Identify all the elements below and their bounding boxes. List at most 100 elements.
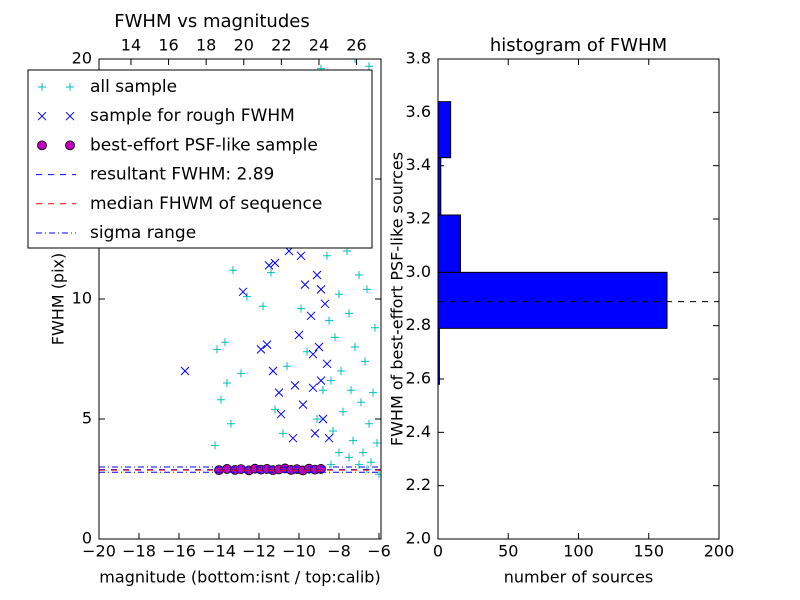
x-tick-label: −8	[327, 542, 351, 561]
legend-label: sigma range	[90, 223, 196, 243]
plus-marker	[303, 347, 311, 356]
circle-marker	[65, 140, 75, 151]
plus-marker	[211, 441, 219, 450]
x-marker	[308, 383, 318, 393]
plus-marker	[351, 59, 359, 63]
y-tick-label: 2.2	[406, 475, 431, 494]
x-marker	[288, 433, 298, 443]
y-tick-label: 20	[72, 49, 92, 68]
x-marker	[296, 251, 306, 261]
x-axis-label: magnitude (bottom:isnt / top:calib)	[99, 568, 380, 587]
plus-marker	[345, 453, 353, 462]
plus-marker	[339, 407, 347, 416]
chart-title: FWHM vs magnitudes	[114, 11, 309, 32]
plus-marker	[357, 398, 365, 407]
histogram-bar	[437, 214, 461, 273]
plus-marker	[267, 268, 275, 277]
y-tick-label: 0	[82, 529, 92, 548]
x-marker	[314, 342, 324, 352]
plot-frame	[437, 58, 720, 540]
plus-marker	[327, 460, 335, 469]
x-tick-label: −20	[82, 542, 116, 561]
x2-tick-label: 22	[271, 36, 291, 55]
plus-marker	[369, 388, 377, 397]
plus-marker	[361, 357, 369, 366]
x-tick-label: −6	[367, 542, 391, 561]
y-tick-label: 3.4	[406, 155, 431, 174]
y-tick-label: 2.8	[406, 315, 431, 334]
x-tick-label: −14	[202, 542, 236, 561]
x-marker	[270, 258, 280, 268]
plus-marker	[227, 419, 235, 428]
plus-marker	[323, 251, 331, 260]
y-tick-label: 3.6	[406, 102, 431, 121]
plus-marker	[355, 271, 363, 279]
legend-label: median FHWM of sequence	[90, 194, 322, 214]
plus-marker	[351, 343, 359, 351]
plus-marker	[363, 285, 371, 294]
x-marker	[268, 366, 278, 376]
y-tick-label: 2.0	[406, 529, 431, 548]
x2-tick-label: 14	[121, 36, 141, 55]
plus-marker	[335, 448, 343, 457]
x2-tick-label: 26	[346, 36, 366, 55]
legend-label: resultant FWHM: 2.89	[90, 165, 274, 185]
x-tick-label: −10	[282, 542, 316, 561]
legend-label: all sample	[90, 77, 177, 97]
x-tick-label: −12	[242, 542, 276, 561]
x-tick-label: 200	[704, 542, 735, 561]
plus-marker	[213, 345, 221, 354]
plot-area	[99, 59, 381, 479]
x-axis-label: number of sources	[504, 568, 654, 587]
plus-marker	[259, 302, 267, 311]
plus-marker	[221, 338, 229, 347]
x-marker	[316, 285, 326, 294]
x-marker	[316, 376, 326, 385]
x-marker	[298, 400, 308, 409]
x-tick-label: 50	[498, 542, 518, 561]
legend-label: best-effort PSF-like sample	[90, 135, 318, 155]
plus-marker	[66, 83, 74, 91]
x-marker	[274, 388, 284, 397]
plus-marker	[359, 448, 367, 457]
plus-marker	[327, 376, 335, 385]
plus-marker	[335, 290, 343, 299]
x-marker	[238, 287, 248, 297]
chart-title: histogram of FWHM	[490, 35, 667, 56]
x-marker	[308, 349, 318, 359]
x-tick-label: 150	[633, 542, 664, 561]
x2-tick-label: 24	[309, 36, 329, 55]
x2-tick-label: 16	[158, 36, 178, 55]
plus-marker	[319, 386, 327, 395]
histogram-bar	[437, 101, 452, 159]
x-marker	[322, 359, 332, 369]
plus-marker	[367, 458, 375, 467]
plot-frame	[98, 58, 382, 540]
x-marker	[180, 366, 190, 376]
x2-tick-label: 20	[234, 36, 254, 55]
plus-marker	[38, 83, 46, 91]
x-marker	[290, 381, 300, 390]
x-tick-label: 100	[563, 542, 594, 561]
plus-marker	[349, 436, 357, 445]
histogram-bar	[437, 271, 668, 329]
x-marker	[65, 111, 75, 121]
y-tick-label: 3.8	[406, 49, 431, 68]
plus-marker	[329, 427, 337, 435]
y-tick-label: 3.2	[406, 209, 431, 228]
x-marker	[310, 429, 320, 438]
y-tick-label: 2.4	[406, 422, 431, 441]
plus-marker	[223, 379, 231, 387]
plus-marker	[229, 266, 237, 275]
plus-marker	[313, 415, 321, 423]
x-marker	[300, 280, 310, 289]
x-marker	[324, 433, 334, 443]
x-marker	[37, 111, 47, 121]
x-marker	[312, 270, 322, 280]
plus-marker	[217, 395, 225, 404]
plus-marker	[373, 439, 381, 447]
plus-marker	[371, 323, 379, 332]
plus-marker	[325, 316, 333, 325]
plus-marker	[283, 362, 291, 371]
